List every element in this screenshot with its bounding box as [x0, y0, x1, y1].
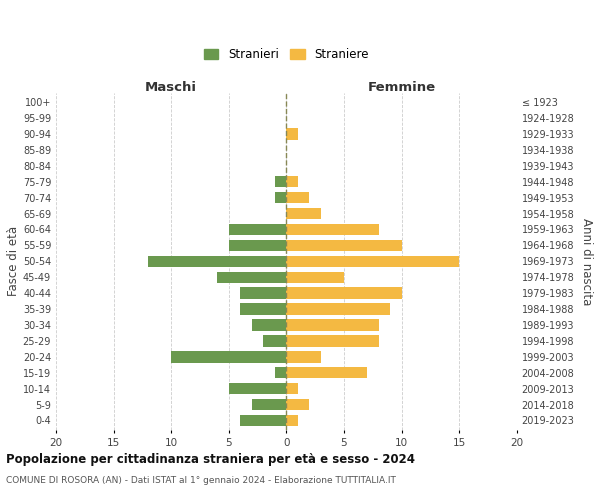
Legend: Stranieri, Straniere: Stranieri, Straniere: [200, 44, 372, 64]
Bar: [286, 399, 310, 410]
Bar: [286, 208, 321, 220]
Bar: [240, 304, 286, 315]
Bar: [286, 272, 344, 283]
Bar: [148, 256, 286, 267]
Bar: [252, 399, 286, 410]
Y-axis label: Anni di nascita: Anni di nascita: [580, 218, 593, 305]
Text: Maschi: Maschi: [145, 81, 197, 94]
Bar: [286, 288, 401, 299]
Bar: [240, 288, 286, 299]
Bar: [286, 304, 390, 315]
Text: COMUNE DI ROSORA (AN) - Dati ISTAT al 1° gennaio 2024 - Elaborazione TUTTITALIA.: COMUNE DI ROSORA (AN) - Dati ISTAT al 1°…: [6, 476, 396, 485]
Bar: [286, 351, 321, 362]
Bar: [286, 414, 298, 426]
Bar: [286, 335, 379, 346]
Y-axis label: Fasce di età: Fasce di età: [7, 226, 20, 296]
Bar: [286, 224, 379, 235]
Bar: [286, 256, 459, 267]
Bar: [275, 192, 286, 203]
Bar: [229, 383, 286, 394]
Bar: [217, 272, 286, 283]
Bar: [286, 383, 298, 394]
Bar: [229, 224, 286, 235]
Bar: [171, 351, 286, 362]
Bar: [229, 240, 286, 251]
Bar: [286, 319, 379, 330]
Text: Femmine: Femmine: [368, 81, 436, 94]
Bar: [275, 176, 286, 188]
Text: Popolazione per cittadinanza straniera per età e sesso - 2024: Popolazione per cittadinanza straniera p…: [6, 452, 415, 466]
Bar: [263, 335, 286, 346]
Bar: [286, 240, 401, 251]
Bar: [286, 176, 298, 188]
Bar: [275, 367, 286, 378]
Bar: [286, 128, 298, 140]
Bar: [286, 192, 310, 203]
Bar: [252, 319, 286, 330]
Bar: [286, 367, 367, 378]
Bar: [240, 414, 286, 426]
